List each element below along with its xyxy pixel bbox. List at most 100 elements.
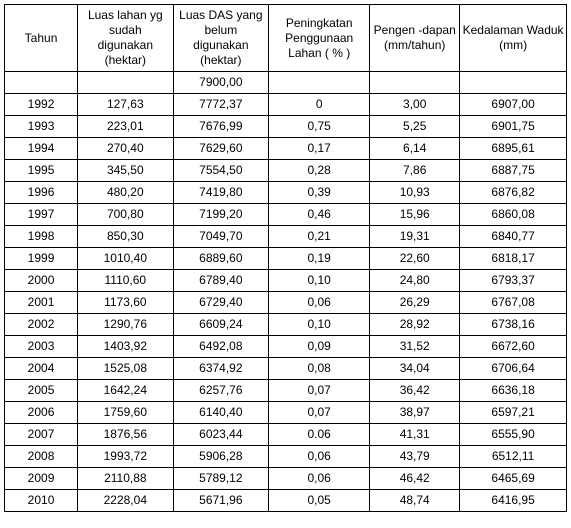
table-cell: 0,08 (269, 358, 370, 380)
table-cell: 6729,40 (173, 292, 269, 314)
table-cell: 7049,70 (173, 226, 269, 248)
table-cell: 0,19 (269, 248, 370, 270)
col-header-das: Luas DAS yang belum digunakan (hektar) (173, 5, 269, 72)
table-cell: 36,42 (370, 380, 460, 402)
table-cell: 6793,37 (460, 270, 567, 292)
table-cell: 6876,82 (460, 182, 567, 204)
table-cell: 6609,24 (173, 314, 269, 336)
table-cell: 6672,60 (460, 336, 567, 358)
table-cell: 2002 (5, 314, 78, 336)
table-cell (370, 72, 460, 94)
table-cell: 2009 (5, 468, 78, 490)
table-row: 20001110,606789,400,1024,806793,37 (5, 270, 567, 292)
table-cell: 5906,28 (173, 446, 269, 468)
table-cell: 0,28 (269, 160, 370, 182)
table-row: 20081993,725906,280,0643,796512,11 (5, 446, 567, 468)
table-row: 1994270,407629,600,176,146895,61 (5, 138, 567, 160)
table-row: 20051642,246257,760,0736,426636,18 (5, 380, 567, 402)
table-cell: 6140,40 (173, 402, 269, 424)
table-row: 1998850,307049,700,2119,316840,77 (5, 226, 567, 248)
table-row: 7900,00 (5, 72, 567, 94)
table-cell (460, 72, 567, 94)
table-cell: 127,63 (78, 94, 174, 116)
table-row: 1993223,017676,990,755,256901,75 (5, 116, 567, 138)
table-header-row: Tahun Luas lahan yg sudah digunakan (hek… (5, 5, 567, 72)
table-cell: 1994 (5, 138, 78, 160)
table-cell: 7419,80 (173, 182, 269, 204)
table-cell: 7629,60 (173, 138, 269, 160)
table-cell: 2006 (5, 402, 78, 424)
table-cell: 345,50 (78, 160, 174, 182)
data-table: Tahun Luas lahan yg sudah digunakan (hek… (4, 4, 567, 512)
table-cell: 7900,00 (173, 72, 269, 94)
col-header-peningkatan: Peningkatan Penggunaan Lahan ( % ) (269, 5, 370, 72)
table-cell: 0,07 (269, 380, 370, 402)
table-row: 20011173,606729,400,0626,296767,08 (5, 292, 567, 314)
table-cell: 6901,75 (460, 116, 567, 138)
table-cell: 1996 (5, 182, 78, 204)
table-cell: 2001 (5, 292, 78, 314)
table-cell: 0,10 (269, 314, 370, 336)
col-header-tahun: Tahun (5, 5, 78, 72)
table-cell: 34,04 (370, 358, 460, 380)
table-cell: 24,80 (370, 270, 460, 292)
table-cell: 43,79 (370, 446, 460, 468)
table-cell: 0,10 (269, 270, 370, 292)
table-cell: 0,39 (269, 182, 370, 204)
table-cell (5, 72, 78, 94)
table-cell: 6889,60 (173, 248, 269, 270)
table-cell: 0,05 (269, 490, 370, 512)
table-cell: 850,30 (78, 226, 174, 248)
table-cell: 0,21 (269, 226, 370, 248)
table-cell: 28,92 (370, 314, 460, 336)
table-cell: 6,14 (370, 138, 460, 160)
table-cell: 2004 (5, 358, 78, 380)
table-row: 20071876,566023,440.0641,316555,90 (5, 424, 567, 446)
table-cell: 46,42 (370, 468, 460, 490)
table-cell: 1525,08 (78, 358, 174, 380)
table-cell: 0,06 (269, 446, 370, 468)
table-cell: 6636,18 (460, 380, 567, 402)
table-cell: 0,06 (269, 292, 370, 314)
table-cell: 2008 (5, 446, 78, 468)
table-cell: 22,60 (370, 248, 460, 270)
table-cell: 6374,92 (173, 358, 269, 380)
table-cell: 5,25 (370, 116, 460, 138)
table-cell: 6840,77 (460, 226, 567, 248)
table-cell: 6895,61 (460, 138, 567, 160)
col-header-kedalaman: Kedalaman Waduk (mm) (460, 5, 567, 72)
table-cell: 1173,60 (78, 292, 174, 314)
table-cell: 5789,12 (173, 468, 269, 490)
table-cell: 270,40 (78, 138, 174, 160)
table-cell: 1993 (5, 116, 78, 138)
table-cell: 2010 (5, 490, 78, 512)
table-cell: 0,07 (269, 402, 370, 424)
table-cell: 6555,90 (460, 424, 567, 446)
table-row: 20041525,086374,920,0834,046706,64 (5, 358, 567, 380)
table-row: 1995345,507554,500,287,866887,75 (5, 160, 567, 182)
table-cell: 2110,88 (78, 468, 174, 490)
table-cell: 1403,92 (78, 336, 174, 358)
table-cell: 2003 (5, 336, 78, 358)
table-cell: 0.06 (269, 424, 370, 446)
table-cell: 41,31 (370, 424, 460, 446)
table-cell: 6257,76 (173, 380, 269, 402)
table-cell: 480,20 (78, 182, 174, 204)
table-cell: 1992 (5, 94, 78, 116)
table-cell: 6738,16 (460, 314, 567, 336)
table-cell: 5671,96 (173, 490, 269, 512)
table-cell: 15,96 (370, 204, 460, 226)
table-cell: 1010,40 (78, 248, 174, 270)
table-cell: 48,74 (370, 490, 460, 512)
table-cell: 31,52 (370, 336, 460, 358)
table-row: 19991010,406889,600,1922,606818,17 (5, 248, 567, 270)
table-cell: 700,80 (78, 204, 174, 226)
table-cell: 6887,75 (460, 160, 567, 182)
table-cell: 1876,56 (78, 424, 174, 446)
table-cell: 7554,50 (173, 160, 269, 182)
table-cell: 1642,24 (78, 380, 174, 402)
table-cell: 223,01 (78, 116, 174, 138)
table-cell: 1759,60 (78, 402, 174, 424)
table-cell: 1998 (5, 226, 78, 248)
table-cell: 38,97 (370, 402, 460, 424)
